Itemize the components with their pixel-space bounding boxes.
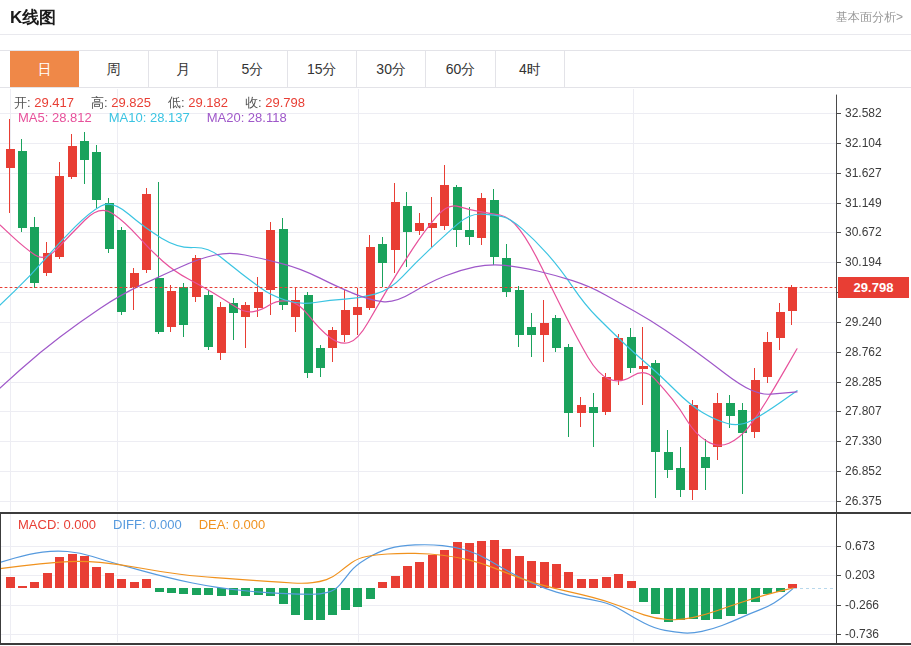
ma-info-row: MA5: 28.812 MA10: 28.137 MA20: 28.118	[18, 110, 304, 125]
page-title: K线图	[10, 6, 56, 29]
ma-ma10: MA10: 28.137	[109, 110, 190, 125]
y-axis-label: 32.104	[845, 136, 882, 150]
y-axis-label: 26.852	[845, 464, 882, 478]
fundamental-analysis-link[interactable]: 基本面分析>	[836, 9, 903, 26]
tab-日[interactable]: 日	[10, 51, 79, 87]
tab-15分[interactable]: 15分	[288, 51, 357, 87]
tab-30分[interactable]: 30分	[357, 51, 426, 87]
y-axis-label: 30.672	[845, 225, 882, 239]
kline-app: K线图 基本面分析> 日周月5分15分30分60分4时 开: 29.417 高: …	[0, 0, 911, 646]
y-axis-label: 27.807	[845, 404, 882, 418]
y-axis-label: 31.627	[845, 166, 882, 180]
ohlc-low: 低: 29.182	[168, 95, 228, 110]
macd-diff: DIFF: 0.000	[113, 517, 182, 532]
ohlc-close: 收: 29.798	[245, 95, 305, 110]
tab-4时[interactable]: 4时	[496, 51, 565, 87]
tab-5分[interactable]: 5分	[218, 51, 287, 87]
period-tabs: 日周月5分15分30分60分4时	[0, 50, 911, 88]
macd-info-row: MACD: 0.000 DIFF: 0.000 DEA: 0.000	[18, 517, 282, 532]
tab-周[interactable]: 周	[79, 51, 148, 87]
y-axis-label: 28.285	[845, 375, 882, 389]
macd-axis-label: -0.266	[845, 598, 879, 612]
y-axis-label: 28.762	[845, 345, 882, 359]
ma-ma5: MA5: 28.812	[18, 110, 92, 125]
page-header: K线图 基本面分析>	[0, 0, 911, 35]
ohlc-high: 高: 29.825	[91, 95, 151, 110]
macd-macd: MACD: 0.000	[18, 517, 96, 532]
y-axis-label: 32.582	[845, 106, 882, 120]
tab-60分[interactable]: 60分	[426, 51, 495, 87]
ohlc-open: 开: 29.417	[14, 95, 74, 110]
macd-axis-label: 0.673	[845, 539, 875, 553]
y-axis-label: 30.194	[845, 255, 882, 269]
macd-axis-label: -0.736	[845, 627, 879, 641]
macd-dea: DEA: 0.000	[199, 517, 266, 532]
y-axis-label: 26.375	[845, 494, 882, 508]
macd-axis-label: 0.203	[845, 568, 875, 582]
ma-ma20: MA20: 28.118	[207, 110, 287, 125]
y-axis-label: 29.240	[845, 315, 882, 329]
current-price-tag: 29.798	[838, 277, 909, 298]
tab-月[interactable]: 月	[149, 51, 218, 87]
y-axis-label: 31.149	[845, 196, 882, 210]
y-axis-label: 27.330	[845, 434, 882, 448]
